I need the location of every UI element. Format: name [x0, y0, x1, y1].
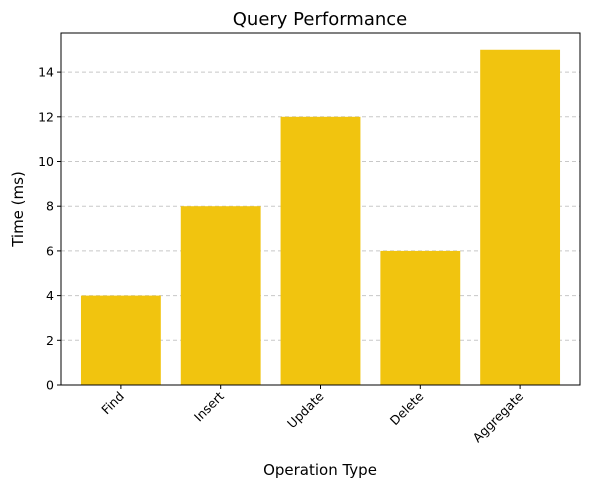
x-tick-label-delete: Delete [387, 388, 427, 428]
bar-aggregate [480, 49, 561, 386]
bar-delete [380, 250, 461, 385]
bars [80, 49, 561, 386]
y-tick-label-4: 4 [46, 288, 54, 303]
bar-update [280, 116, 361, 386]
y-axis-ticks: 0 2 4 6 8 10 12 14 [38, 65, 61, 393]
x-axis-label: Operation Type [263, 461, 377, 479]
y-axis-label: Time (ms) [9, 171, 27, 248]
x-tick-label-update: Update [284, 388, 327, 431]
bar-find [80, 295, 161, 385]
y-tick-label-10: 10 [38, 154, 54, 169]
x-tick-label-aggregate: Aggregate [470, 388, 527, 445]
y-tick-label-12: 12 [38, 109, 54, 124]
bar-insert [180, 206, 261, 385]
y-tick-label-14: 14 [38, 65, 54, 80]
x-tick-label-insert: Insert [191, 388, 227, 424]
x-axis-ticks: Find Insert Update Delete Aggregate [98, 385, 526, 445]
y-tick-label-6: 6 [46, 243, 54, 258]
chart-title: Query Performance [233, 9, 408, 30]
y-tick-label-8: 8 [46, 199, 54, 214]
y-tick-label-2: 2 [46, 333, 54, 348]
x-tick-label-find: Find [98, 389, 127, 418]
y-tick-label-0: 0 [46, 378, 54, 393]
